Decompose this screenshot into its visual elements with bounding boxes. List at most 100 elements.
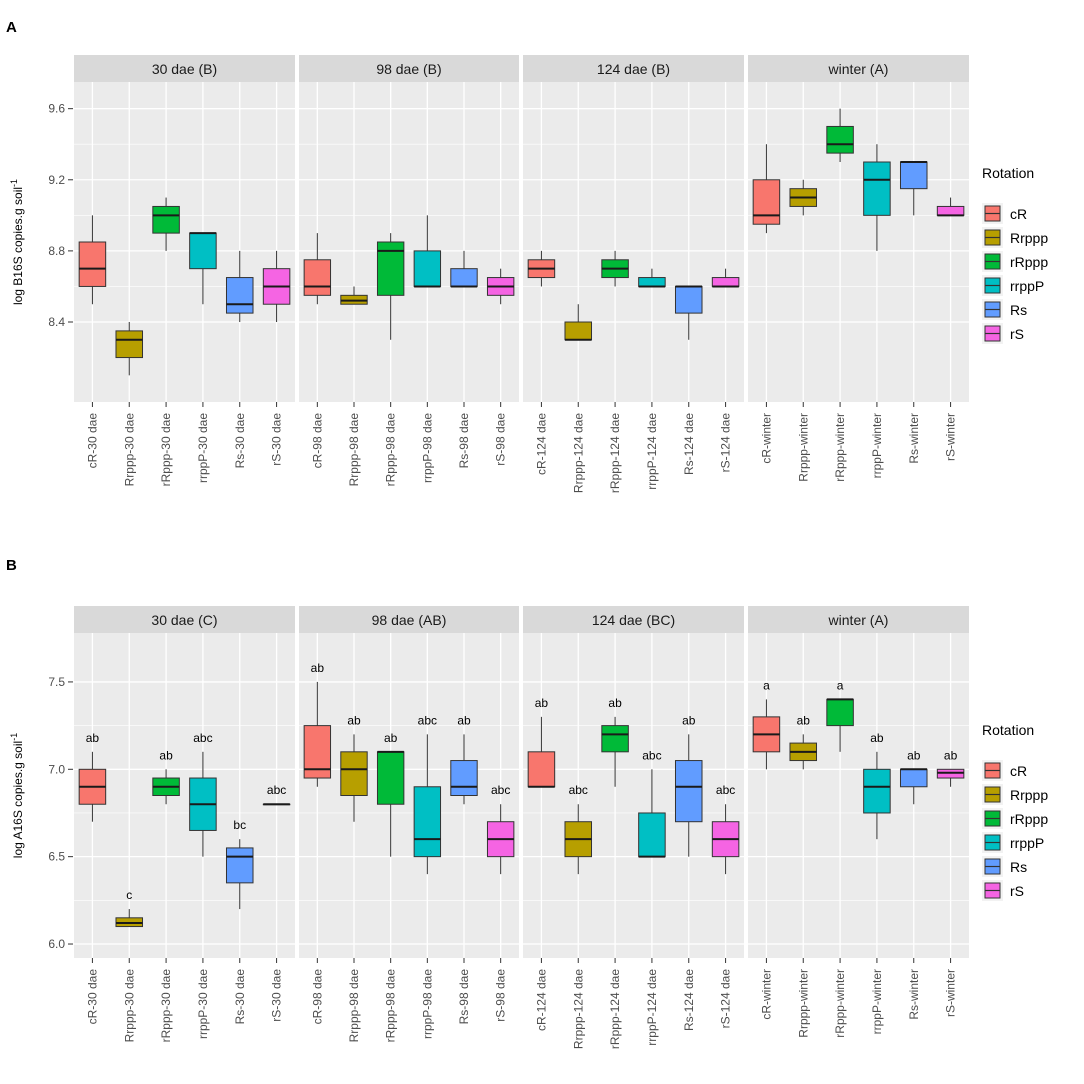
x-tick-label: rrppP-98 dae — [420, 969, 434, 1039]
box — [826, 125, 854, 154]
x-tick-label: Rrppp-124 dae — [571, 969, 585, 1049]
legend-item-rS: rS — [982, 880, 1024, 901]
facet-background — [523, 633, 744, 958]
x-tick-label: rRppp-98 dae — [384, 969, 398, 1043]
boxplot-rrppP: abc rrppP-124 dae — [638, 748, 666, 1046]
boxplot-Rs: Rs-124 dae — [674, 285, 703, 475]
boxplot-rS: abc rS-30 dae — [262, 783, 291, 1022]
x-tick-label: cR-98 dae — [310, 969, 324, 1025]
boxplot-Rrppp: ab Rrppp-98 dae — [340, 713, 368, 1043]
x-tick-label: cR-124 dae — [534, 969, 548, 1031]
y-axis-label-superscript: -1 — [9, 179, 19, 187]
x-tick-label: Rs-98 dae — [457, 969, 471, 1025]
x-tick-label: rRppp-30 dae — [159, 969, 173, 1043]
facet-strip — [523, 55, 744, 82]
boxplot-rRppp: ab rRppp-30 dae — [152, 748, 180, 1043]
facet-strip-label: 30 dae (B) — [152, 61, 217, 77]
significance-letter: bc — [233, 818, 246, 832]
box — [527, 751, 556, 788]
legend-title: Rotation — [982, 722, 1034, 738]
significance-letter: ab — [797, 713, 811, 727]
box — [413, 250, 442, 287]
boxplot-Rs: ab Rs-98 dae — [450, 713, 478, 1025]
legend-item-Rrppp: Rrppp — [982, 227, 1048, 248]
facet-strip-label: 30 dae (C) — [151, 612, 217, 628]
y-tick-label: 6.0 — [48, 937, 65, 951]
box — [674, 760, 703, 823]
x-tick-label: Rrppp-124 dae — [571, 413, 585, 493]
x-tick-label: rrppP-124 dae — [645, 413, 659, 490]
panel-label: B — [6, 557, 17, 574]
facet-strip — [748, 606, 969, 633]
x-tick-label: cR-98 dae — [310, 413, 324, 469]
significance-letter: abc — [267, 783, 286, 797]
facet-strip-label: 98 dae (AB) — [372, 612, 447, 628]
x-tick-label: Rrppp-98 dae — [347, 969, 361, 1043]
box — [303, 259, 332, 296]
legend-item-Rs: Rs — [982, 856, 1027, 877]
facet-strip-label: 124 dae (B) — [597, 61, 670, 77]
facet-background — [299, 633, 519, 958]
facet-strip-label: 98 dae (B) — [376, 61, 441, 77]
x-tick-label: cR-winter — [759, 969, 773, 1020]
x-tick-label: rRppp-98 dae — [384, 413, 398, 487]
boxplot-Rrppp: abc Rrppp-124 dae — [564, 783, 593, 1049]
box — [899, 768, 928, 788]
boxplot-cR: ab cR-30 dae — [78, 731, 107, 1025]
facet-background — [748, 82, 969, 402]
y-tick-label: 6.5 — [48, 850, 65, 864]
box — [340, 751, 368, 796]
legend: Rotation cR Rrppp rRppp rrppP Rs rS — [982, 165, 1048, 344]
x-tick-label: rrppP-30 dae — [196, 969, 210, 1039]
boxplot-rrppP: rrppP-winter — [863, 144, 891, 478]
x-tick-label: Rs-winter — [907, 969, 921, 1020]
facet-strip — [748, 55, 969, 82]
boxplot-rS: rS-30 dae — [262, 250, 291, 466]
legend-item-rRppp: rRppp — [982, 808, 1048, 829]
facet: winter (A) cR-winter Rrppp-winter rRppp-win… — [748, 55, 969, 482]
legend-label: rRppp — [1010, 811, 1048, 827]
box — [863, 768, 891, 814]
legend-item-rrppP: rrppP — [982, 832, 1044, 853]
x-tick-label: cR-30 dae — [85, 969, 99, 1025]
x-tick-label: rS-winter — [944, 413, 958, 461]
x-tick-label: rS-30 dae — [270, 413, 284, 466]
x-tick-label: rRppp-124 dae — [608, 969, 622, 1049]
y-tick-label: 8.4 — [48, 315, 65, 329]
x-tick-label: rrppP-124 dae — [645, 969, 659, 1046]
boxplot-Rrppp: Rrppp-98 dae — [340, 286, 368, 486]
boxplot-rS: abc rS-124 dae — [711, 783, 740, 1028]
panel-label: A — [6, 19, 17, 36]
facet: 98 dae (AB) ab cR-98 dae ab Rrppp-98 dae ab rR… — [299, 606, 519, 1042]
boxplot-Rs: ab Rs-winter — [899, 748, 928, 1020]
significance-letter: a — [763, 678, 770, 692]
legend-label: rS — [1010, 326, 1024, 342]
box — [225, 277, 254, 314]
x-tick-label: rrppP-30 dae — [196, 413, 210, 483]
box — [78, 241, 107, 287]
boxplot-rS: ab rS-winter — [936, 748, 965, 1017]
x-tick-label: Rrppp-30 dae — [122, 413, 136, 487]
x-tick-label: rrppP-winter — [870, 969, 884, 1034]
y-tick-label: 9.6 — [48, 102, 65, 116]
facet-strip-label: winter (A) — [828, 61, 889, 77]
x-tick-label: Rs-124 dae — [682, 413, 696, 475]
y-axis-label-superscript: -1 — [9, 733, 19, 741]
legend-label: Rrppp — [1010, 230, 1048, 246]
box — [936, 205, 965, 216]
y-axis-label-text: log A16S copies.g soil — [11, 741, 25, 858]
facet-strip — [299, 606, 519, 633]
box — [638, 812, 666, 858]
facet-strip — [523, 606, 744, 633]
y-axis-label: log A16S copies.g soil-1 — [9, 733, 25, 858]
significance-letter: abc — [193, 731, 212, 745]
facet-strip — [299, 55, 519, 82]
x-tick-label: rrppP-98 dae — [420, 413, 434, 483]
y-tick-label: 7.0 — [48, 762, 65, 776]
legend: Rotation cR Rrppp rRppp rrppP Rs rS — [982, 722, 1048, 901]
legend-item-rrppP: rrppP — [982, 275, 1044, 296]
boxplot-Rrppp: ab Rrppp-winter — [789, 713, 818, 1038]
boxplot-rrppP: rrppP-124 dae — [638, 268, 666, 490]
boxplot-Rrppp: Rrppp-124 dae — [564, 304, 593, 493]
facet: 124 dae (B) cR-124 dae Rrppp-124 dae rRppp-… — [523, 55, 744, 493]
